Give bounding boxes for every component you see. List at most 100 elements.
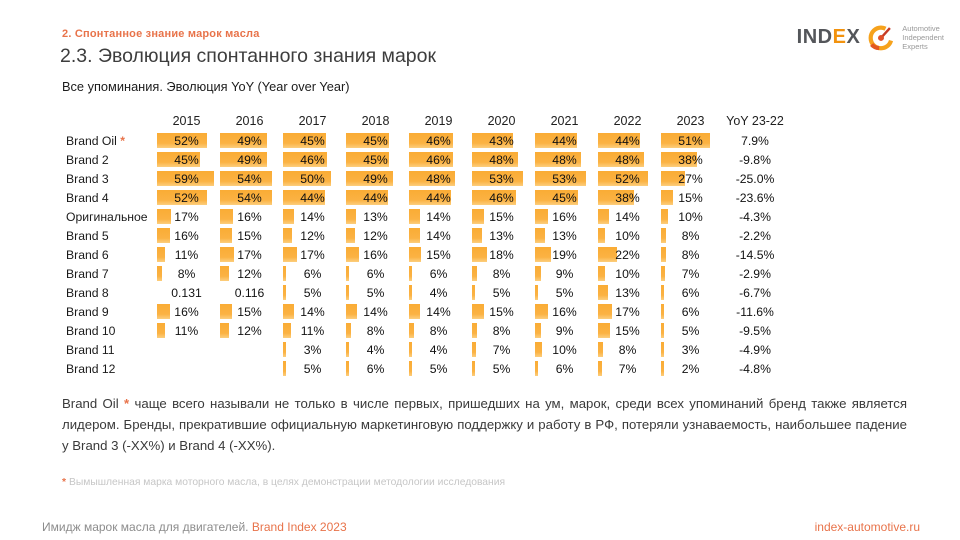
cell-value: 5% <box>303 285 322 300</box>
cell-value: 15% <box>615 323 640 338</box>
brand-label: Brand 8 <box>62 286 155 300</box>
value-cell: 8% <box>407 321 470 340</box>
data-bar <box>283 361 286 376</box>
value-cell: 48% <box>596 150 659 169</box>
data-bar <box>283 190 325 205</box>
value-cell: 46% <box>407 131 470 150</box>
table-row: Brand 3 59% 54% 50% 49% 48% 53% 53% 52% 27% -25.0% <box>62 169 906 188</box>
value-cell: 6% <box>344 264 407 283</box>
cell-value: 14% <box>363 304 388 319</box>
cell-value: 44% <box>426 190 451 205</box>
value-cell: 5% <box>533 283 596 302</box>
logo-word-part: X <box>846 25 861 48</box>
value-cell: 59% <box>155 169 218 188</box>
cell-value: 48% <box>426 171 451 186</box>
brand-label: Оригинальное <box>62 210 155 224</box>
data-bar <box>283 152 327 167</box>
value-cell: 8% <box>596 340 659 359</box>
data-bar <box>535 247 551 262</box>
value-cell: 16% <box>533 207 596 226</box>
value-cell: 5% <box>470 359 533 378</box>
website-link[interactable]: index-automotive.ru <box>814 520 920 534</box>
commentary-lead: Brand Oil <box>62 396 119 411</box>
cell-value: 8% <box>366 323 385 338</box>
data-bar <box>346 304 357 319</box>
brand-name: Brand 10 <box>66 323 116 338</box>
data-bar <box>220 247 234 262</box>
value-cell: 45% <box>344 150 407 169</box>
data-bar <box>598 171 648 186</box>
cell-value: 22% <box>615 247 640 262</box>
value-cell: 12% <box>218 321 281 340</box>
data-bar <box>598 133 640 148</box>
chart-subtitle: Все упоминания. Эволюция YoY (Year over … <box>62 79 350 94</box>
value-cell: 46% <box>470 188 533 207</box>
value-cell: 14% <box>407 226 470 245</box>
data-bar <box>661 361 664 376</box>
data-bar <box>409 152 453 167</box>
data-bar <box>661 247 666 262</box>
brand-label: Brand 10 <box>62 324 155 338</box>
cell-value: 4% <box>429 342 448 357</box>
data-bar <box>283 247 297 262</box>
data-bar <box>409 342 412 357</box>
value-cell: 14% <box>281 207 344 226</box>
data-bar <box>661 152 697 167</box>
cell-value: 12% <box>237 266 262 281</box>
cell-value: 44% <box>363 190 388 205</box>
value-cell: 43% <box>470 131 533 150</box>
value-cell: 46% <box>407 150 470 169</box>
cell-value: 48% <box>615 152 640 167</box>
cell-value: 19% <box>552 247 577 262</box>
data-bar <box>661 285 664 300</box>
value-cell: 14% <box>344 302 407 321</box>
value-cell: 48% <box>407 169 470 188</box>
data-bar <box>472 304 484 319</box>
value-cell: 54% <box>218 188 281 207</box>
logo-word-accent: E <box>832 25 847 48</box>
cell-value: 8% <box>492 323 511 338</box>
data-bar <box>598 323 610 338</box>
cell-value: 52% <box>615 171 640 186</box>
commentary-body: чаще всего называли не только в числе пе… <box>62 396 907 453</box>
data-bar <box>283 342 286 357</box>
data-bar <box>661 304 664 319</box>
data-bar <box>346 266 349 281</box>
data-bar <box>598 209 609 224</box>
cell-value: 48% <box>552 152 577 167</box>
value-cell: 0.131 <box>155 283 218 302</box>
value-cell: 44% <box>596 131 659 150</box>
year-column-header: 2015 <box>172 113 201 128</box>
value-cell: 3% <box>659 340 722 359</box>
cell-value: 0.116 <box>234 285 265 300</box>
value-cell: 12% <box>281 226 344 245</box>
value-cell: 8% <box>155 264 218 283</box>
data-bar <box>409 323 414 338</box>
value-cell: 19% <box>533 245 596 264</box>
value-cell: 16% <box>533 302 596 321</box>
cell-value: 6% <box>366 361 385 376</box>
value-cell: 45% <box>344 131 407 150</box>
cell-value: 12% <box>237 323 262 338</box>
data-bar <box>535 361 538 376</box>
value-cell: 15% <box>470 207 533 226</box>
data-bar <box>346 247 359 262</box>
data-bar <box>598 190 634 205</box>
table-row: Brand 11 3% 4% 4% 7% 10% 8% 3% -4.9% <box>62 340 906 359</box>
value-cell: 5% <box>470 283 533 302</box>
cell-value: 16% <box>237 209 262 224</box>
cell-value: 10% <box>552 342 577 357</box>
cell-value: 6% <box>366 266 385 281</box>
cell-value: 13% <box>552 228 577 243</box>
data-bar <box>220 228 232 243</box>
cell-value: 15% <box>426 247 451 262</box>
value-cell: 44% <box>533 131 596 150</box>
value-cell: 10% <box>596 264 659 283</box>
cell-value: 15% <box>237 304 262 319</box>
section-label: 2. Спонтанное знание марок масла <box>62 28 260 40</box>
value-cell: 17% <box>155 207 218 226</box>
cell-value: 14% <box>426 228 451 243</box>
value-cell: 45% <box>281 131 344 150</box>
value-cell: 15% <box>470 302 533 321</box>
data-bar <box>472 152 518 167</box>
